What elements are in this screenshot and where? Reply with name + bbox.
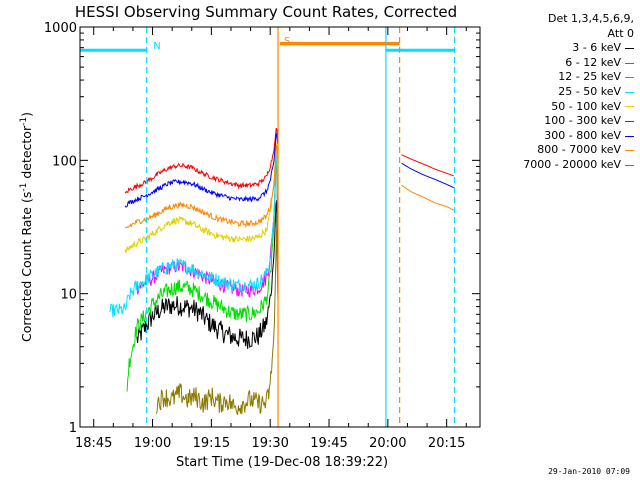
series-line <box>401 154 454 177</box>
x-tick-label: 20:00 <box>369 436 406 451</box>
legend-label: 7000 - 20000 keV <box>523 157 621 171</box>
series-line <box>124 132 279 208</box>
x-tick-label: 19:45 <box>310 436 347 451</box>
footer-timestamp: 29-Jan-2010 07:09 <box>548 467 630 476</box>
x-tick-label: 19:15 <box>193 436 230 451</box>
series-line <box>109 152 278 318</box>
legend-entry: 3 - 6 keV <box>482 41 634 56</box>
x-tick-label: 20:15 <box>428 436 465 451</box>
legend-label: 800 - 7000 keV <box>537 143 621 157</box>
legend-swatch <box>625 150 634 152</box>
legend-swatch <box>625 77 634 79</box>
series-lines <box>109 127 455 415</box>
x-tick-label: 19:30 <box>251 436 288 451</box>
annotation-s: S <box>284 36 290 47</box>
plot-frame <box>79 26 481 428</box>
legend-swatch <box>625 47 634 49</box>
legend-swatch <box>625 91 634 93</box>
legend-entries: 3 - 6 keV 6 - 12 keV 12 - 25 keV 25 - 50 ke… <box>482 41 634 172</box>
legend-swatch <box>625 164 634 166</box>
series-line <box>401 162 454 189</box>
x-tick-label: 18:45 <box>75 436 112 451</box>
legend-label: 100 - 300 keV <box>544 114 621 128</box>
series-line <box>124 144 279 229</box>
legend-entry: 7000 - 20000 keV <box>482 158 634 173</box>
state-bars <box>80 41 455 52</box>
legend: Det 1,3,4,5,6,9, Att 0 3 - 6 keV 6 - 12 k… <box>482 12 634 173</box>
legend-label: 12 - 25 keV <box>558 70 621 84</box>
legend-label: 300 - 800 keV <box>544 128 621 142</box>
legend-swatch <box>625 135 634 137</box>
annotation-n: N <box>153 41 160 52</box>
series-line <box>136 200 279 349</box>
legend-entry: 300 - 800 keV <box>482 129 634 144</box>
y-axis-label: Corrected Count Rate (s-1 detector-1) <box>19 112 34 342</box>
axes: 1 10 100 1000 18:45 19:00 19:15 19:30 19:45 20:00… <box>44 21 480 451</box>
series-line <box>124 127 279 194</box>
legend-title-1: Det 1,3,4,5,6,9, <box>547 12 634 25</box>
series-line <box>124 142 279 254</box>
series-line <box>156 230 279 415</box>
legend-entry: 800 - 7000 keV <box>482 143 634 158</box>
legend-swatch <box>625 62 634 64</box>
y-tick-label: 1000 <box>44 21 77 36</box>
legend-entry: 12 - 25 keV <box>482 70 634 85</box>
y-tick-label: 100 <box>52 154 77 169</box>
y-tick-label: 10 <box>60 288 77 303</box>
state-markers <box>146 27 456 427</box>
legend-label: 3 - 6 keV <box>572 41 621 55</box>
legend-swatch <box>625 120 634 122</box>
legend-entry: 6 - 12 keV <box>482 56 634 71</box>
legend-swatch <box>625 106 634 108</box>
legend-entry: 100 - 300 keV <box>482 114 634 129</box>
legend-entry: 50 - 100 keV <box>482 100 634 115</box>
x-tick-label: 19:00 <box>134 436 171 451</box>
legend-label: 6 - 12 keV <box>565 55 621 69</box>
y-tick-label: 1 <box>69 421 77 436</box>
legend-title-2: Att 0 <box>607 26 634 40</box>
x-axis-label: Start Time (19-Dec-08 18:39:22) <box>176 455 388 470</box>
legend-entry: 25 - 50 keV <box>482 85 634 100</box>
legend-label: 25 - 50 keV <box>558 84 621 98</box>
legend-label: 50 - 100 keV <box>551 99 621 113</box>
series-line <box>126 158 278 392</box>
series-line <box>401 184 455 211</box>
chart-title: HESSI Observing Summary Count Rates, Cor… <box>75 3 457 21</box>
